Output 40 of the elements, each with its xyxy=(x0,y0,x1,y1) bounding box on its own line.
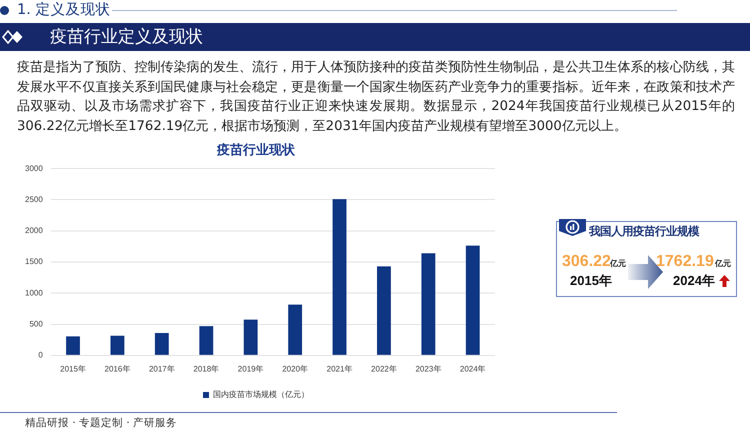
x-tick-label: 2024年 xyxy=(460,364,486,374)
y-tick-label: 0 xyxy=(38,350,44,360)
y-tick-label: 500 xyxy=(29,319,44,328)
bar xyxy=(377,266,391,355)
text: 我国人用疫苗行业规模 xyxy=(589,224,699,240)
x-tick-label: 2021年 xyxy=(326,364,352,374)
bar xyxy=(199,326,214,355)
text: 疫苗行业定义及现状 xyxy=(50,26,203,49)
text: 亿元 xyxy=(715,258,731,269)
bar xyxy=(466,246,480,355)
chart-title: 疫苗行业现状 xyxy=(216,142,296,158)
y-tick-label: 1500 xyxy=(25,257,44,266)
text: 306.22 xyxy=(562,252,611,272)
text: 2015年 xyxy=(570,272,612,289)
x-tick-label: 2017年 xyxy=(148,364,175,374)
y-tick-label: 2000 xyxy=(25,226,44,236)
x-tick-label: 2019年 xyxy=(238,364,264,374)
y-tick-label: 3000 xyxy=(25,164,44,173)
x-tick-label: 2023年 xyxy=(415,364,442,374)
bar xyxy=(244,320,258,355)
text: 2024年 xyxy=(673,272,715,289)
x-tick-label: 2022年 xyxy=(371,364,397,374)
bar xyxy=(66,336,80,355)
text: 1762.19 xyxy=(656,252,714,272)
x-tick-label: 2018年 xyxy=(193,364,220,374)
bar xyxy=(154,332,169,355)
bar xyxy=(110,336,124,355)
x-tick-label: 2016年 xyxy=(104,364,130,374)
bar xyxy=(332,199,346,355)
text: 1. 定义及现状 xyxy=(17,1,110,20)
legend-label: 国内疫苗市场规模（亿元） xyxy=(213,390,309,400)
x-tick-label: 2020年 xyxy=(282,364,308,374)
y-tick-label: 1000 xyxy=(25,288,44,298)
bar xyxy=(288,304,302,355)
text: 亿元 xyxy=(610,259,626,269)
text: 疫苗是指为了预防、控制传染病的发生、流行，用于人体预防接种的疫苗类预防性生物制品，是公共卫生体系的核心防线，其发展水平不仅直接关系到国民健康与社会稳定，更是衡量一个国家生物医药产业竞争力的重要指标。近年来，在政策和技术产品双驱动、以及市场需求扩容下，我国疫苗行业正迎来快速发展期。数据显示，2024年我国疫苗行业规模已从2015年的306.22亿元增长至1762.19亿元，根据市场预测，至2031年国内疫苗产业规模有望增至3000亿元以上。 xyxy=(17,59,735,136)
y-tick-label: 2500 xyxy=(25,194,44,204)
text: 精品研报 · 专题定制 · 产研服务 xyxy=(25,416,178,430)
bar xyxy=(421,253,436,355)
x-tick-label: 2015年 xyxy=(60,364,86,374)
